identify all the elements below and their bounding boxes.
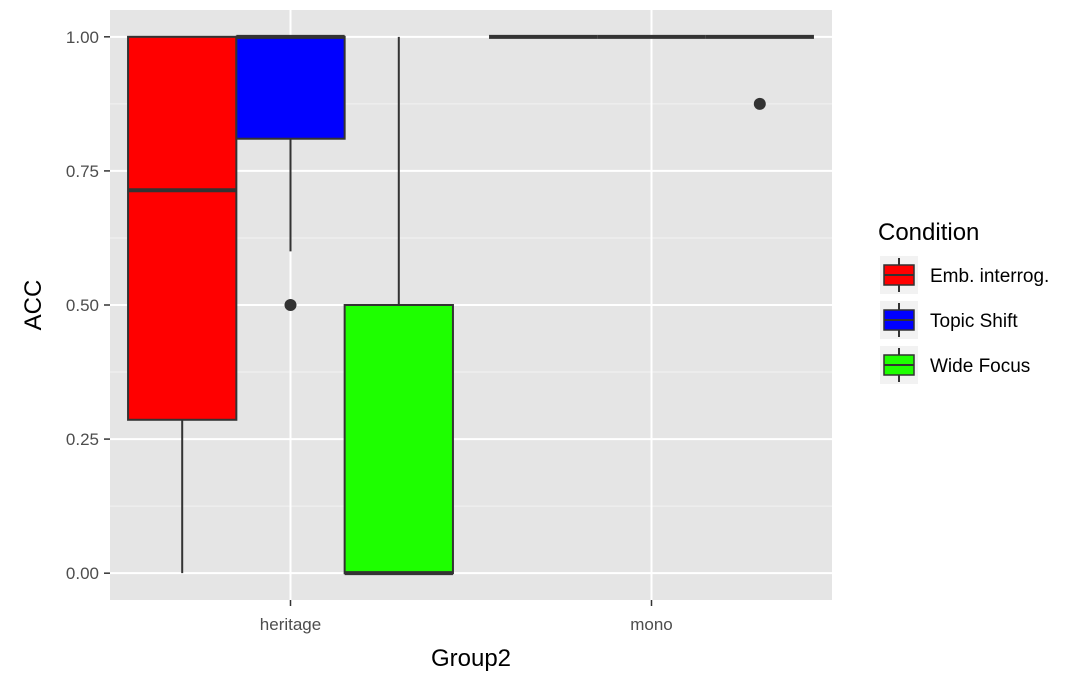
x-tick-label: mono: [630, 615, 673, 634]
x-axis-title: Group2: [431, 645, 511, 672]
y-tick-label: 0.50: [66, 296, 99, 315]
box-wide-focus-mono: [705, 34, 814, 110]
outlier-point: [284, 299, 297, 311]
legend: Condition Emb. interrog. Topic Shift Wide …: [878, 219, 1049, 384]
y-axis-title: ACC: [20, 280, 47, 331]
y-axis: 0.00 0.25 0.50 0.75 1.00: [66, 28, 110, 583]
legend-label: Emb. interrog.: [930, 266, 1049, 287]
outlier-point: [753, 97, 766, 110]
y-tick-label: 0.00: [66, 564, 99, 583]
boxes: [127, 34, 814, 576]
box-body: [343, 304, 454, 575]
legend-title: Condition: [878, 219, 979, 246]
y-tick-label: 1.00: [66, 28, 99, 47]
x-tick-label: heritage: [260, 615, 321, 634]
legend-item: Wide Focus: [880, 346, 1030, 384]
legend-item: Topic Shift: [880, 301, 1018, 339]
y-tick-label: 0.75: [66, 162, 99, 181]
legend-label: Wide Focus: [930, 356, 1030, 377]
box-body: [127, 35, 238, 421]
box-wide-focus-heritage: [343, 36, 454, 576]
x-axis: heritage mono: [260, 600, 673, 634]
box-body: [235, 35, 346, 140]
box-topic-shift-heritage: [235, 34, 346, 311]
box-emb-interrog--heritage: [127, 35, 238, 574]
legend-item: Emb. interrog.: [880, 256, 1049, 294]
legend-label: Topic Shift: [930, 311, 1018, 332]
y-tick-label: 0.25: [66, 430, 99, 449]
